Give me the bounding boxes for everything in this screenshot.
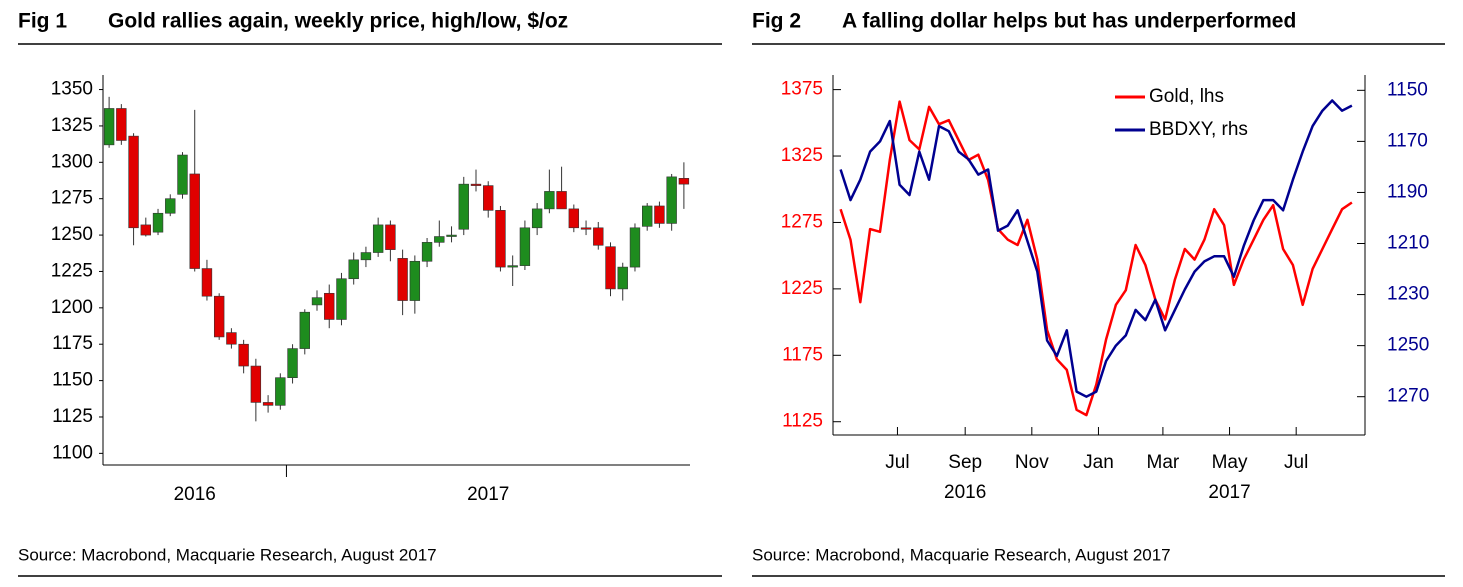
- candle-body: [556, 191, 567, 210]
- figure-number: Fig 2: [752, 10, 801, 33]
- candle-body: [385, 224, 396, 250]
- x-tick-label: Sep: [948, 452, 982, 473]
- x-tick-label: Jan: [1083, 452, 1114, 473]
- candle-body: [519, 227, 531, 266]
- y-tick-label: 1325: [51, 115, 93, 136]
- y-tick-label: 1175: [782, 344, 823, 365]
- candle-body: [116, 108, 127, 141]
- y2-tick-label: 1190: [1387, 181, 1428, 202]
- candle-body: [421, 242, 433, 262]
- candle-body: [397, 258, 408, 301]
- candle-body: [348, 259, 359, 280]
- chart-title: Gold rallies again, weekly price, high/l…: [108, 10, 568, 33]
- y2-tick-label: 1250: [1387, 335, 1429, 356]
- candle-body: [434, 236, 445, 243]
- candle-body: [262, 402, 274, 406]
- candle-body: [275, 377, 286, 406]
- candle-body: [128, 135, 139, 229]
- y-tick-label: 1325: [781, 145, 823, 166]
- candle-body: [531, 208, 543, 229]
- y-tick-label: 1175: [52, 333, 93, 354]
- candle-body: [580, 227, 592, 230]
- candle-body: [642, 205, 653, 227]
- candle-body: [238, 343, 249, 367]
- candle-body: [324, 292, 335, 320]
- y-tick-label: 1300: [51, 151, 93, 172]
- candle-body: [213, 295, 225, 338]
- y-tick-label: 1125: [782, 411, 823, 432]
- x-group-label: 2017: [467, 484, 509, 505]
- candle-body: [495, 210, 506, 268]
- y-tick-label: 1150: [52, 370, 93, 391]
- candle-body: [483, 185, 494, 211]
- candle-body: [165, 198, 176, 214]
- candle-body: [654, 205, 665, 224]
- candle-body: [372, 224, 384, 253]
- candle-body: [201, 268, 213, 297]
- candle-body: [507, 265, 518, 268]
- candle-body: [250, 365, 262, 403]
- candle-body: [103, 108, 115, 146]
- y2-tick-label: 1230: [1387, 284, 1429, 305]
- candle-body: [446, 234, 457, 237]
- candle-body: [152, 212, 164, 233]
- candle-body: [409, 260, 421, 301]
- candle-body: [544, 191, 555, 210]
- candle-body: [177, 154, 188, 195]
- y2-tick-label: 1150: [1387, 79, 1428, 100]
- y-tick-label: 1100: [52, 442, 93, 463]
- y-tick-label: 1275: [51, 188, 93, 209]
- x-tick-label: Mar: [1147, 452, 1180, 473]
- y2-tick-label: 1170: [1387, 130, 1428, 151]
- candle-body: [568, 208, 580, 229]
- candle-body: [617, 266, 628, 290]
- x-tick-label: Nov: [1015, 452, 1049, 473]
- candle-body: [311, 297, 323, 306]
- chart-title: A falling dollar helps but has underperf…: [842, 10, 1296, 33]
- y-tick-label: 1125: [52, 406, 93, 427]
- candle-body: [299, 311, 310, 349]
- candle-body: [458, 183, 469, 230]
- x-year-label: 2017: [1208, 482, 1250, 503]
- x-group-label: 2016: [174, 484, 216, 505]
- x-tick-label: Jul: [1284, 452, 1308, 473]
- candle-body: [666, 176, 677, 224]
- x-tick-label: Jul: [885, 452, 909, 473]
- candle-body: [605, 246, 616, 290]
- candle-body: [287, 348, 298, 378]
- candle-body: [360, 252, 372, 261]
- y-tick-label: 1225: [51, 260, 93, 281]
- line-series: [839, 100, 1353, 417]
- candle-body: [226, 332, 237, 345]
- y-tick-label: 1225: [781, 278, 823, 299]
- y-tick-label: 1200: [51, 297, 93, 318]
- source: Source: Macrobond, Macquarie Research, A…: [752, 545, 1171, 564]
- line-series: [839, 99, 1353, 398]
- y-tick-label: 1350: [51, 79, 93, 100]
- candle-body: [593, 227, 604, 246]
- x-tick-label: May: [1212, 452, 1248, 473]
- legend-label: BBDXY, rhs: [1149, 119, 1248, 140]
- candle-body: [140, 224, 151, 236]
- candle-body: [336, 278, 347, 320]
- y-tick-label: 1275: [781, 211, 823, 232]
- y2-tick-label: 1210: [1387, 233, 1429, 254]
- candle-body: [189, 173, 200, 269]
- figure-number: Fig 1: [18, 10, 67, 33]
- source: Source: Macrobond, Macquarie Research, A…: [18, 545, 437, 564]
- y-tick-label: 1250: [51, 224, 93, 245]
- candle-body: [470, 183, 482, 186]
- candle-body: [678, 178, 690, 185]
- y2-tick-label: 1270: [1387, 386, 1429, 407]
- x-year-label: 2016: [944, 482, 986, 503]
- candle-body: [629, 227, 641, 268]
- legend-label: Gold, lhs: [1149, 86, 1224, 107]
- y-tick-label: 1375: [781, 79, 823, 100]
